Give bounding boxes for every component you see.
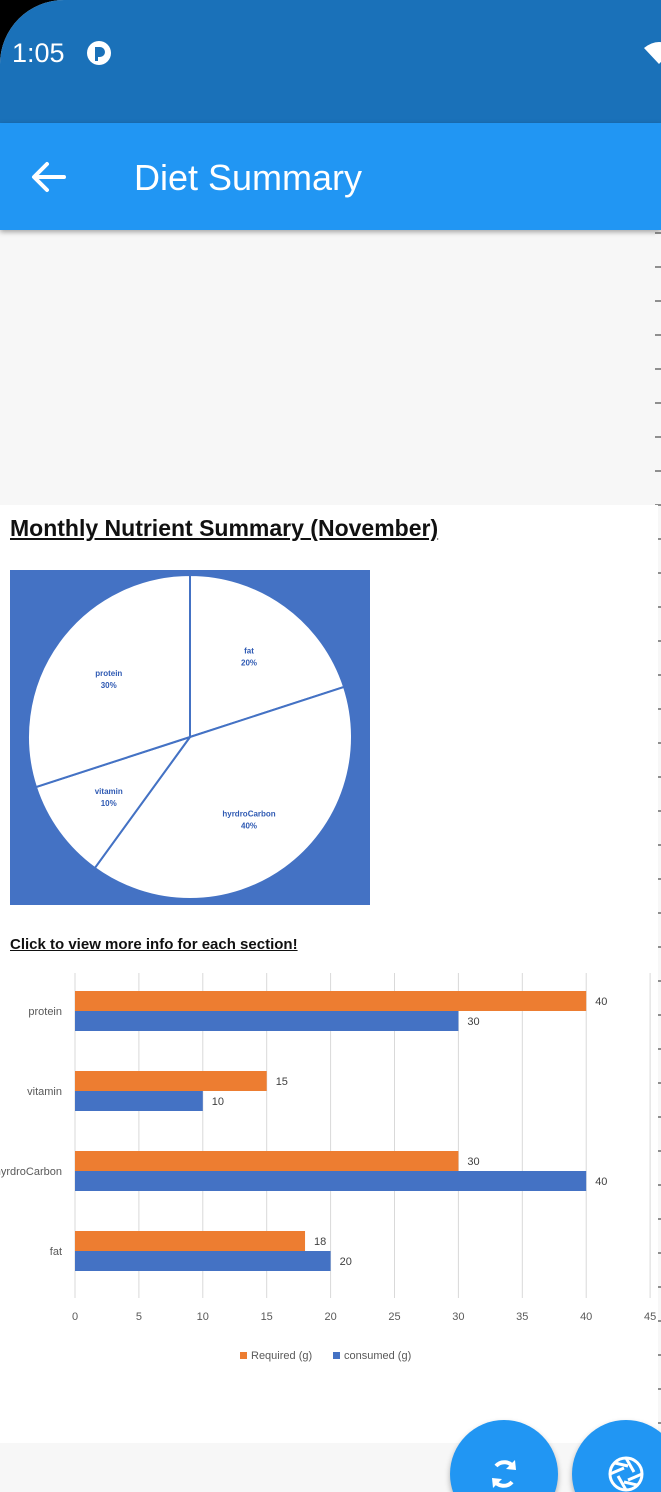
pie-percent-vitamin: 10% xyxy=(101,799,117,808)
data-label: 40 xyxy=(595,1176,607,1188)
status-time: 1:05 xyxy=(12,38,65,68)
data-label: 10 xyxy=(212,1096,224,1108)
pie-label-fat: fat xyxy=(244,647,254,656)
camera-shutter-icon xyxy=(608,1456,644,1492)
page-title: Diet Summary xyxy=(134,157,363,198)
data-label: 40 xyxy=(595,996,607,1008)
bar-vitamin-consumed[interactable] xyxy=(75,1091,203,1111)
bar-protein-required[interactable] xyxy=(75,991,587,1011)
bar-vitamin-required[interactable] xyxy=(75,1071,267,1091)
legend-label: consumed (g) xyxy=(344,1350,411,1362)
bar-hyrdrocarbon-consumed[interactable] xyxy=(75,1171,587,1191)
pie-slice-vitamin[interactable] xyxy=(34,735,193,870)
x-tick-label: 5 xyxy=(136,1311,142,1323)
data-label: 15 xyxy=(276,1076,288,1088)
legend-swatch xyxy=(240,1352,247,1359)
pie-percent-protein: 30% xyxy=(101,681,117,690)
legend-swatch xyxy=(333,1352,340,1359)
pie-label-vitamin: vitamin xyxy=(95,787,123,796)
arrow-back-icon[interactable] xyxy=(28,159,68,195)
notification-icon xyxy=(87,41,111,65)
app-bar: Diet Summary xyxy=(0,123,661,230)
category-label-protein: protein xyxy=(28,1006,62,1018)
bar-fat-consumed[interactable] xyxy=(75,1251,331,1271)
x-tick-label: 40 xyxy=(580,1311,592,1323)
legend-label: Required (g) xyxy=(251,1350,312,1362)
bar-fat-required[interactable] xyxy=(75,1231,306,1251)
wifi-icon xyxy=(644,42,661,64)
refresh-icon xyxy=(492,1460,516,1488)
summary-heading: Monthly Nutrient Summary (November) xyxy=(10,515,439,541)
data-label: 30 xyxy=(467,1016,479,1028)
bar-hyrdrocarbon-required[interactable] xyxy=(75,1151,459,1171)
summary-content: Monthly Nutrient Summary (November) fat 2… xyxy=(0,505,658,1443)
pie-slice-protein[interactable] xyxy=(27,573,191,789)
x-tick-label: 15 xyxy=(261,1311,273,1323)
pie-label-protein: protein xyxy=(95,669,122,678)
scroll-edge xyxy=(655,232,661,1492)
x-tick-label: 45 xyxy=(644,1311,656,1323)
category-label-hyrdrocarbon: hyrdroCarbon xyxy=(0,1166,62,1178)
pie-slice-hyrdrocarbon[interactable] xyxy=(93,685,353,900)
x-tick-label: 25 xyxy=(388,1311,400,1323)
pie-percent-fat: 20% xyxy=(241,659,257,668)
more-info-link[interactable]: Click to view more info for each section… xyxy=(10,936,298,953)
data-label: 18 xyxy=(314,1236,326,1248)
data-label: 30 xyxy=(467,1156,479,1168)
status-bar: 1:05 xyxy=(0,0,661,123)
pie-label-hyrdrocarbon: hyrdroCarbon xyxy=(222,809,275,818)
data-label: 20 xyxy=(340,1256,352,1268)
category-label-fat: fat xyxy=(50,1246,62,1258)
pie-chart[interactable]: fat 20% hyrdroCarbon 40% vitamin 10% protein 30… xyxy=(10,570,370,905)
x-tick-label: 0 xyxy=(72,1311,78,1323)
bar-chart[interactable]: 0 5 10 15 20 25 30 35 40 45 protein 40 30 vitamin 15 10… xyxy=(0,968,661,1368)
x-tick-label: 35 xyxy=(516,1311,528,1323)
bar-protein-consumed[interactable] xyxy=(75,1011,459,1031)
x-tick-label: 20 xyxy=(324,1311,336,1323)
pie-percent-hyrdrocarbon: 40% xyxy=(241,821,257,830)
pie-slice-fat[interactable] xyxy=(189,573,346,739)
x-tick-label: 30 xyxy=(452,1311,464,1323)
x-tick-label: 10 xyxy=(197,1311,209,1323)
category-label-vitamin: vitamin xyxy=(27,1086,62,1098)
